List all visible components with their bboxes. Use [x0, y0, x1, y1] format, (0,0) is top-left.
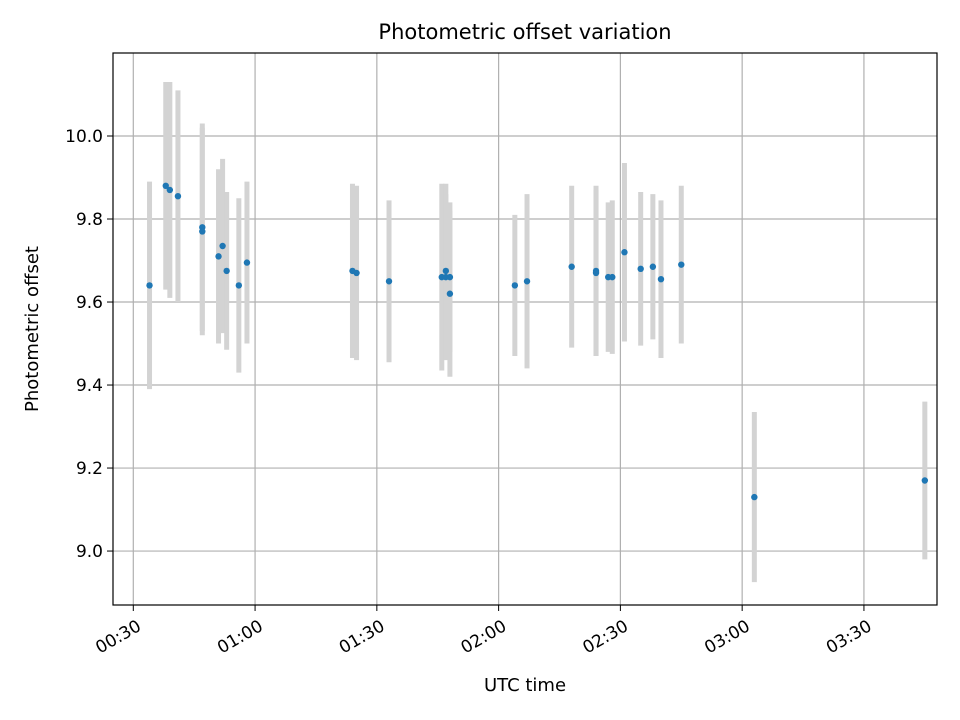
x-axis-title: UTC time	[484, 675, 566, 696]
data-point	[243, 259, 251, 266]
data-point	[353, 269, 360, 277]
data-point	[523, 278, 531, 285]
data-point	[215, 253, 222, 260]
data-point	[751, 493, 758, 501]
y-axis: 9.0 9.2 9.4 9.6 9.8 10.0	[65, 127, 113, 562]
data-point	[649, 263, 657, 270]
data-point	[568, 263, 575, 270]
data-point	[146, 282, 153, 289]
y-tick-label: 9.6	[76, 293, 103, 313]
data-point	[921, 477, 929, 484]
data-point	[446, 273, 454, 281]
data-point	[511, 282, 519, 289]
data-point	[385, 278, 393, 285]
data-point	[637, 265, 644, 273]
grid	[113, 53, 937, 605]
data-point	[199, 228, 206, 235]
data-point	[442, 267, 450, 275]
chart-title: Photometric offset variation	[378, 20, 671, 44]
data-point	[446, 290, 454, 297]
data-point	[174, 192, 182, 200]
y-tick-label: 9.4	[76, 376, 103, 396]
data-points	[146, 182, 929, 501]
data-point	[609, 273, 616, 281]
data-point	[678, 261, 685, 268]
data-point	[162, 182, 169, 190]
y-tick-label: 9.2	[76, 459, 103, 479]
data-point	[621, 249, 628, 256]
data-point	[592, 269, 600, 277]
data-point	[235, 282, 243, 289]
data-point	[219, 242, 226, 250]
y-axis-title: Photometric offset	[22, 246, 43, 412]
y-tick-label: 10.0	[65, 127, 103, 147]
data-point	[223, 267, 230, 275]
plot-frame	[112, 52, 938, 606]
y-tick-label: 9.0	[76, 542, 103, 562]
y-tick-label: 9.8	[76, 210, 103, 230]
data-point	[657, 275, 665, 283]
data-point	[166, 186, 174, 194]
